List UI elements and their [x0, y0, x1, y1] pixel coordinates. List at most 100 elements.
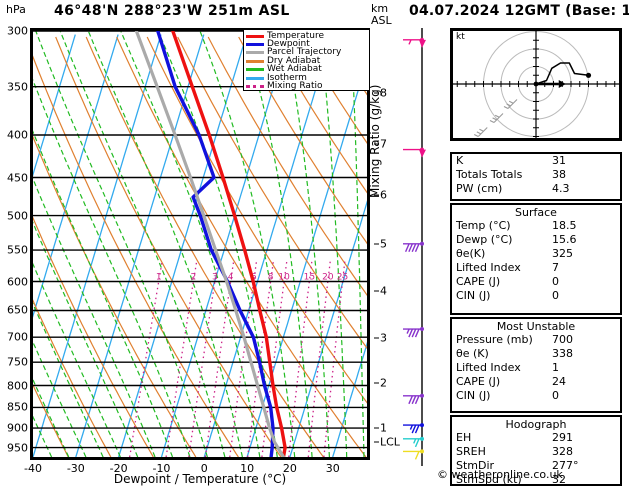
barb-point: [420, 449, 424, 454]
pressure-tick-label: 850: [7, 400, 28, 414]
altitude-tick: [374, 290, 379, 292]
pressure-tick-label: 300: [7, 24, 28, 38]
pressure-tick-label: 400: [7, 128, 28, 142]
altitude-tick: [374, 143, 379, 145]
surface-panel: Surface Temp (°C) 18.5 Dewp (°C) 15.6 θe(K) 32…: [450, 203, 622, 315]
data-row-value: 7: [552, 261, 559, 274]
barb-pennant: [419, 149, 426, 158]
most-unstable-panel: Most Unstable Pressure (mb) 700 θe (K) 338 Li…: [450, 317, 622, 413]
parcel-trajectory-curve: [134, 31, 286, 457]
legend-label: Isotherm: [267, 72, 307, 83]
legend: Temperature Dewpoint Parcel Trajectory Dry …: [243, 29, 370, 91]
wet-adiabat-line: [33, 302, 104, 457]
wind-barb: [403, 241, 424, 253]
mixing-ratio-line: [128, 259, 164, 457]
data-row: Totals Totals 38: [452, 168, 620, 182]
legend-color-swatch: [246, 85, 264, 89]
data-row-value: 1: [552, 361, 559, 374]
mixing-ratio-label: 15: [304, 273, 315, 283]
dry-adiabat-line: [177, 36, 367, 350]
data-row: Temp (°C) 18.5: [452, 219, 620, 233]
data-row-value: 38: [552, 168, 566, 181]
barb-full: [414, 451, 420, 460]
barb-half: [413, 438, 417, 444]
data-row: CAPE (J) 0: [452, 275, 620, 289]
pressure-tick-label: 750: [7, 355, 28, 369]
data-row-value: 277°: [552, 459, 579, 472]
dewpoint-curve: [156, 31, 275, 457]
barb-full: [408, 395, 414, 405]
mixing-ratio-label: 10: [278, 273, 290, 283]
legend-label: Temperature: [267, 30, 325, 41]
data-row-value: 18.5: [552, 219, 577, 232]
data-row: θe (K) 338: [452, 347, 620, 361]
data-row-key: θe(K): [456, 247, 486, 260]
data-row: PW (cm) 4.3: [452, 182, 620, 196]
altitude-tick-label: 4: [380, 284, 387, 298]
altitude-tick-label: 1: [380, 421, 387, 435]
skewt-plot: 1 2 3 4 6 8 10 15 20 25: [30, 28, 370, 460]
temperature-tick-label: 30: [325, 462, 340, 475]
x-axis-title: Dewpoint / Temperature (°C): [113, 472, 287, 486]
data-row-value: 15.6: [552, 233, 577, 246]
legend-item: Dry Adiabat: [246, 56, 369, 65]
wind-barb-column: [398, 28, 430, 466]
barb-full: [494, 114, 500, 118]
altitude-tick: [374, 243, 379, 245]
barb-full: [411, 328, 417, 338]
wet-adiabat-line: [199, 31, 296, 457]
data-row: θe(K) 325: [452, 247, 620, 261]
dry-adiabat-line: [207, 36, 367, 297]
temperature-axis: -40 -30 -20 -10 0 10 20 30: [24, 462, 370, 476]
pressure-unit-label: hPa: [6, 3, 26, 16]
lcl-label: LCL: [380, 435, 400, 449]
altitude-tick: [374, 92, 379, 94]
barb-pennant: [419, 39, 426, 48]
altitude-tick-label: 7: [380, 137, 387, 151]
mixing-ratio-label: 3: [212, 273, 218, 283]
data-row-key: Temp (°C): [456, 219, 511, 232]
mixing-ratio-label: 25: [337, 273, 348, 283]
temperature-tick-label: 0: [200, 462, 208, 475]
isotherm-line: [160, 34, 291, 457]
barb-full: [474, 134, 479, 137]
barb-point: [420, 423, 424, 428]
hodograph-unit-label: kt: [456, 32, 465, 42]
wind-barb: [403, 147, 426, 158]
pressure-tick-label: 500: [7, 209, 28, 223]
mixing-ratio-line: [288, 259, 313, 457]
legend-item: Parcel Trajectory: [246, 48, 369, 57]
wind-barb-canvas: [403, 28, 426, 466]
hodograph-wind-barb: [489, 113, 504, 123]
data-row-key: CIN (J): [456, 289, 491, 302]
mixing-ratio-line: [229, 259, 258, 457]
data-row-value: 4.3: [552, 182, 570, 195]
temperature-tick-label: -20: [109, 462, 128, 475]
isotherm-line: [33, 34, 162, 457]
mixing-ratio-label: 1: [156, 273, 162, 283]
data-row-key: Lifted Index: [456, 361, 521, 374]
hodograph-wind-barb: [474, 127, 488, 137]
data-row: Pressure (mb) 700: [452, 333, 620, 347]
data-row: SREH 328: [452, 445, 620, 459]
data-row-value: 0: [552, 289, 559, 302]
data-row-key: K: [456, 154, 464, 167]
dry-adiabat-line: [329, 36, 367, 96]
altitude-tick: [374, 382, 379, 384]
datetime-label: 04.07.2024 12GMT (Base: 18): [409, 3, 629, 19]
altitude-tick-label: 8: [380, 86, 387, 100]
barb-full: [506, 103, 511, 107]
data-row: CIN (J) 0: [452, 389, 620, 403]
legend-color-swatch: [246, 68, 264, 72]
data-row-value: 328: [552, 445, 573, 458]
barb-half: [406, 328, 410, 334]
legend-color-swatch: [246, 34, 264, 38]
legend-item: Dewpoint: [246, 40, 369, 49]
data-row: Dewp (°C) 15.6: [452, 233, 620, 247]
altitude-tick-label: 2: [380, 376, 387, 390]
barb-full: [414, 395, 420, 405]
data-row-key: Totals Totals: [456, 168, 523, 181]
data-row-value: 24: [552, 375, 566, 388]
wet-adiabat-line: [120, 31, 261, 457]
panel-title: Most Unstable: [496, 320, 576, 333]
